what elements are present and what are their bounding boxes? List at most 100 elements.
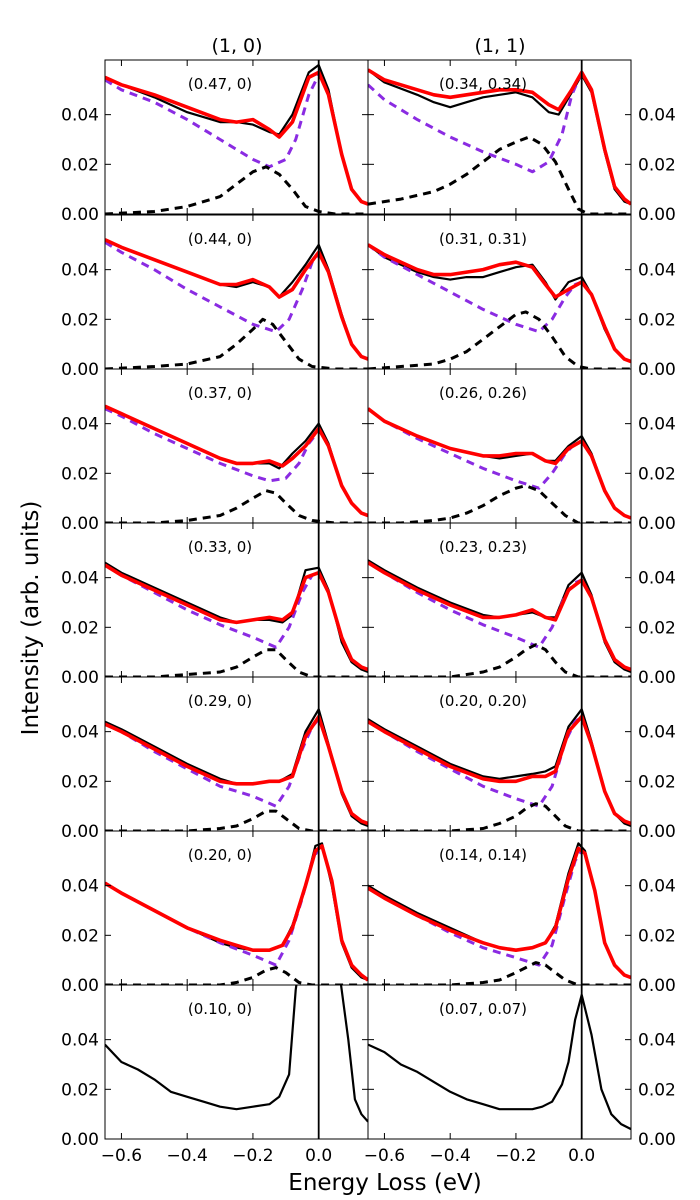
y-axis-label: Intensity (arb. units): [18, 501, 44, 736]
panel-label: (0.44, 0): [188, 230, 252, 248]
panel-1-4: 0.00 0.02 0.04 (0.20, 0.20): [367, 676, 676, 842]
y-tick-label: 0.00: [638, 668, 676, 688]
magnon-line: [105, 317, 368, 369]
fit-line: [368, 846, 631, 980]
fit-line: [105, 844, 368, 982]
y-tick-label: 0.00: [61, 976, 99, 996]
panel-1-3: 0.00 0.02 0.04 (0.23, 0.23): [367, 522, 676, 688]
panel-label: (0.31, 0.31): [439, 230, 527, 248]
y-tick-label: 0.00: [61, 822, 99, 842]
panel-0-4: 0.00 0.02 0.04 (0.29, 0): [61, 676, 369, 842]
y-tick-label: 0.04: [61, 1031, 99, 1051]
magnon-line: [368, 643, 631, 677]
panel-label: (0.47, 0): [188, 75, 252, 93]
y-tick-label: 0.02: [638, 1080, 676, 1100]
panel-frame: [367, 984, 632, 1140]
y-tick-label: 0.04: [638, 877, 676, 897]
y-tick-label: 0.00: [61, 514, 99, 534]
data-line: [368, 407, 631, 520]
magnon-line: [105, 489, 368, 523]
y-tick-label: 0.00: [638, 514, 676, 534]
panel-1-5: 0.00 0.02 0.04 (0.14, 0.14): [367, 830, 676, 996]
y-tick-label: 0.00: [61, 360, 99, 380]
y-tick-label: 0.02: [638, 310, 676, 330]
panel-1-0: 0.00 0.02 0.04 (0.34, 0.34): [367, 59, 676, 225]
panel-frame: [367, 59, 632, 215]
panel-0-2: 0.00 0.02 0.04 (0.37, 0): [61, 368, 369, 534]
y-tick-label: 0.04: [61, 261, 99, 281]
panel-1-1: 0.00 0.02 0.04 (0.31, 0.31): [367, 214, 676, 380]
y-tick-label: 0.00: [61, 1130, 99, 1150]
fit-line: [368, 407, 631, 520]
panel-0-5: 0.00 0.02 0.04 (0.20, 0): [61, 830, 369, 996]
magnon-line: [368, 802, 631, 831]
y-tick-label: 0.02: [61, 618, 99, 638]
y-tick-label: 0.04: [638, 415, 676, 435]
magnon-line: [368, 484, 631, 523]
y-tick-label: 0.02: [61, 1080, 99, 1100]
panel-label: (0.34, 0.34): [439, 75, 527, 93]
magnon-line: [368, 135, 631, 214]
y-tick-label: 0.02: [61, 464, 99, 484]
fit-line: [105, 714, 368, 826]
panel-label: (0.23, 0.23): [439, 538, 527, 556]
x-tick-label: −0.4: [167, 1146, 208, 1166]
magnon-line: [368, 961, 631, 985]
y-tick-label: 0.04: [638, 106, 676, 126]
panel-label: (0.33, 0): [188, 538, 252, 556]
fit-line: [368, 561, 631, 672]
x-tick-label: 0.0: [305, 1146, 332, 1166]
y-tick-label: 0.00: [638, 205, 676, 225]
fit-line: [368, 714, 631, 826]
magnon-line: [105, 966, 368, 985]
y-tick-label: 0.00: [61, 668, 99, 688]
x-tick-label: −0.4: [430, 1146, 471, 1166]
background-line: [105, 563, 320, 649]
y-tick-label: 0.04: [61, 569, 99, 589]
column-title-left: (1, 0): [211, 35, 262, 57]
panel-0-3: 0.00 0.02 0.04 (0.33, 0): [61, 522, 369, 688]
y-tick-label: 0.00: [638, 822, 676, 842]
background-line: [368, 715, 583, 808]
x-tick-label: −0.6: [101, 1146, 142, 1166]
y-tick-label: 0.04: [638, 261, 676, 281]
fit-line: [368, 68, 631, 206]
y-tick-label: 0.02: [638, 926, 676, 946]
fit-line: [105, 404, 368, 518]
y-tick-label: 0.02: [61, 155, 99, 175]
background-line: [105, 407, 320, 483]
panel-0-1: 0.00 0.02 0.04 (0.44, 0): [61, 214, 369, 380]
panel-label: (0.20, 0): [188, 846, 252, 864]
y-tick-label: 0.00: [61, 205, 99, 225]
panel-label: (0.26, 0.26): [439, 384, 527, 402]
magnon-line: [105, 165, 368, 214]
fit-line: [105, 70, 368, 206]
y-tick-label: 0.04: [638, 1031, 676, 1051]
panel-label: (0.14, 0.14): [439, 846, 527, 864]
y-tick-label: 0.04: [638, 723, 676, 743]
fit-line: [368, 243, 631, 364]
x-tick-label: −0.2: [495, 1146, 536, 1166]
column-title-right: (1, 1): [474, 35, 525, 57]
magnon-line: [105, 648, 368, 677]
data-line: [105, 985, 368, 1123]
y-tick-label: 0.02: [61, 310, 99, 330]
y-tick-label: 0.00: [638, 1130, 676, 1150]
background-line: [368, 561, 583, 649]
background-line: [368, 407, 583, 490]
y-tick-label: 0.00: [638, 976, 676, 996]
panel-label: (0.20, 0.20): [439, 692, 527, 710]
y-tick-label: 0.02: [638, 464, 676, 484]
y-tick-label: 0.02: [61, 772, 99, 792]
panel-label: (0.07, 0.07): [439, 1000, 527, 1018]
y-tick-label: 0.04: [638, 569, 676, 589]
y-tick-label: 0.04: [61, 877, 99, 897]
magnon-line: [368, 310, 631, 369]
y-tick-label: 0.02: [638, 772, 676, 792]
x-tick-label: 0.0: [568, 1146, 595, 1166]
y-tick-label: 0.04: [61, 723, 99, 743]
y-tick-label: 0.04: [61, 106, 99, 126]
panel-label: (0.10, 0): [188, 1000, 252, 1018]
y-tick-label: 0.02: [61, 926, 99, 946]
